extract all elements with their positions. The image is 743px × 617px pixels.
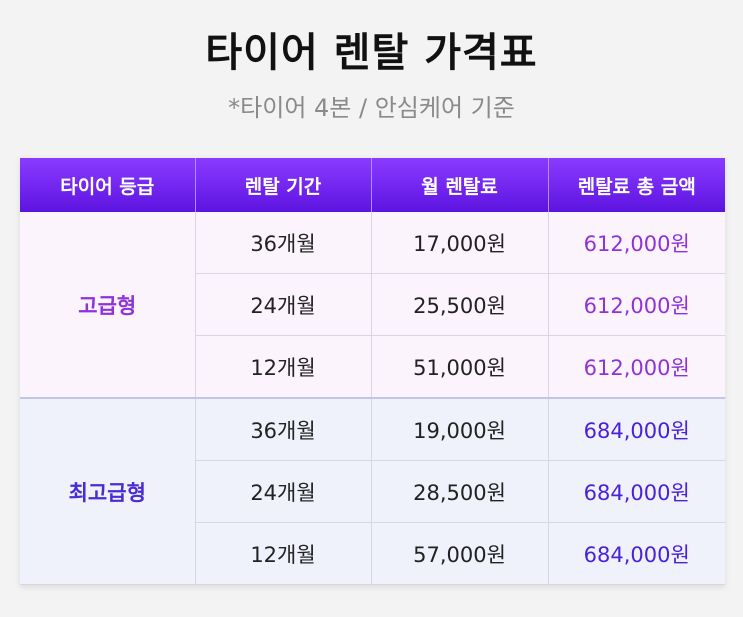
monthly-cell: 17,000원	[371, 212, 549, 274]
monthly-cell: 25,500원	[371, 273, 549, 336]
total-cell: 684,000원	[548, 397, 725, 461]
period-cell: 12개월	[195, 522, 372, 585]
price-table: 타이어 등급 렌탈 기간 월 렌탈료 렌탈료 총 금액 고급형 36개월 17,…	[20, 158, 725, 585]
header-monthly: 월 렌탈료	[371, 158, 549, 212]
grade-cell-premium: 고급형	[20, 212, 196, 399]
period-cell: 12개월	[195, 335, 372, 399]
table-row: 12개월 51,000원 612,000원	[20, 335, 725, 399]
period-cell: 24개월	[195, 273, 372, 336]
table-header-row: 타이어 등급 렌탈 기간 월 렌탈료 렌탈료 총 금액	[20, 158, 725, 212]
monthly-cell: 28,500원	[371, 460, 549, 523]
header-period: 렌탈 기간	[195, 158, 372, 212]
monthly-cell: 19,000원	[371, 397, 549, 461]
total-cell: 612,000원	[548, 335, 725, 399]
table-row: 최고급형 36개월 19,000원 684,000원	[20, 397, 725, 585]
period-cell: 36개월	[195, 397, 372, 461]
table-row: 고급형 36개월 17,000원 612,000원	[20, 212, 725, 399]
header-grade: 타이어 등급	[20, 158, 196, 212]
monthly-cell: 51,000원	[371, 335, 549, 399]
total-cell: 684,000원	[548, 460, 725, 523]
total-cell: 612,000원	[548, 273, 725, 336]
period-cell: 24개월	[195, 460, 372, 523]
table-row: 24개월 28,500원 684,000원	[20, 460, 725, 523]
total-cell: 612,000원	[548, 212, 725, 274]
table-row: 24개월 25,500원 612,000원	[20, 273, 725, 336]
total-cell: 684,000원	[548, 522, 725, 585]
grade-cell-top-premium: 최고급형	[20, 397, 196, 585]
page-subtitle: *타이어 4본 / 안심케어 기준	[228, 94, 515, 122]
header-total: 렌탈료 총 금액	[548, 158, 725, 212]
table-row: 12개월 57,000원 684,000원	[20, 522, 725, 585]
page-title: 타이어 렌탈 가격표	[205, 30, 538, 76]
monthly-cell: 57,000원	[371, 522, 549, 585]
period-cell: 36개월	[195, 212, 372, 274]
